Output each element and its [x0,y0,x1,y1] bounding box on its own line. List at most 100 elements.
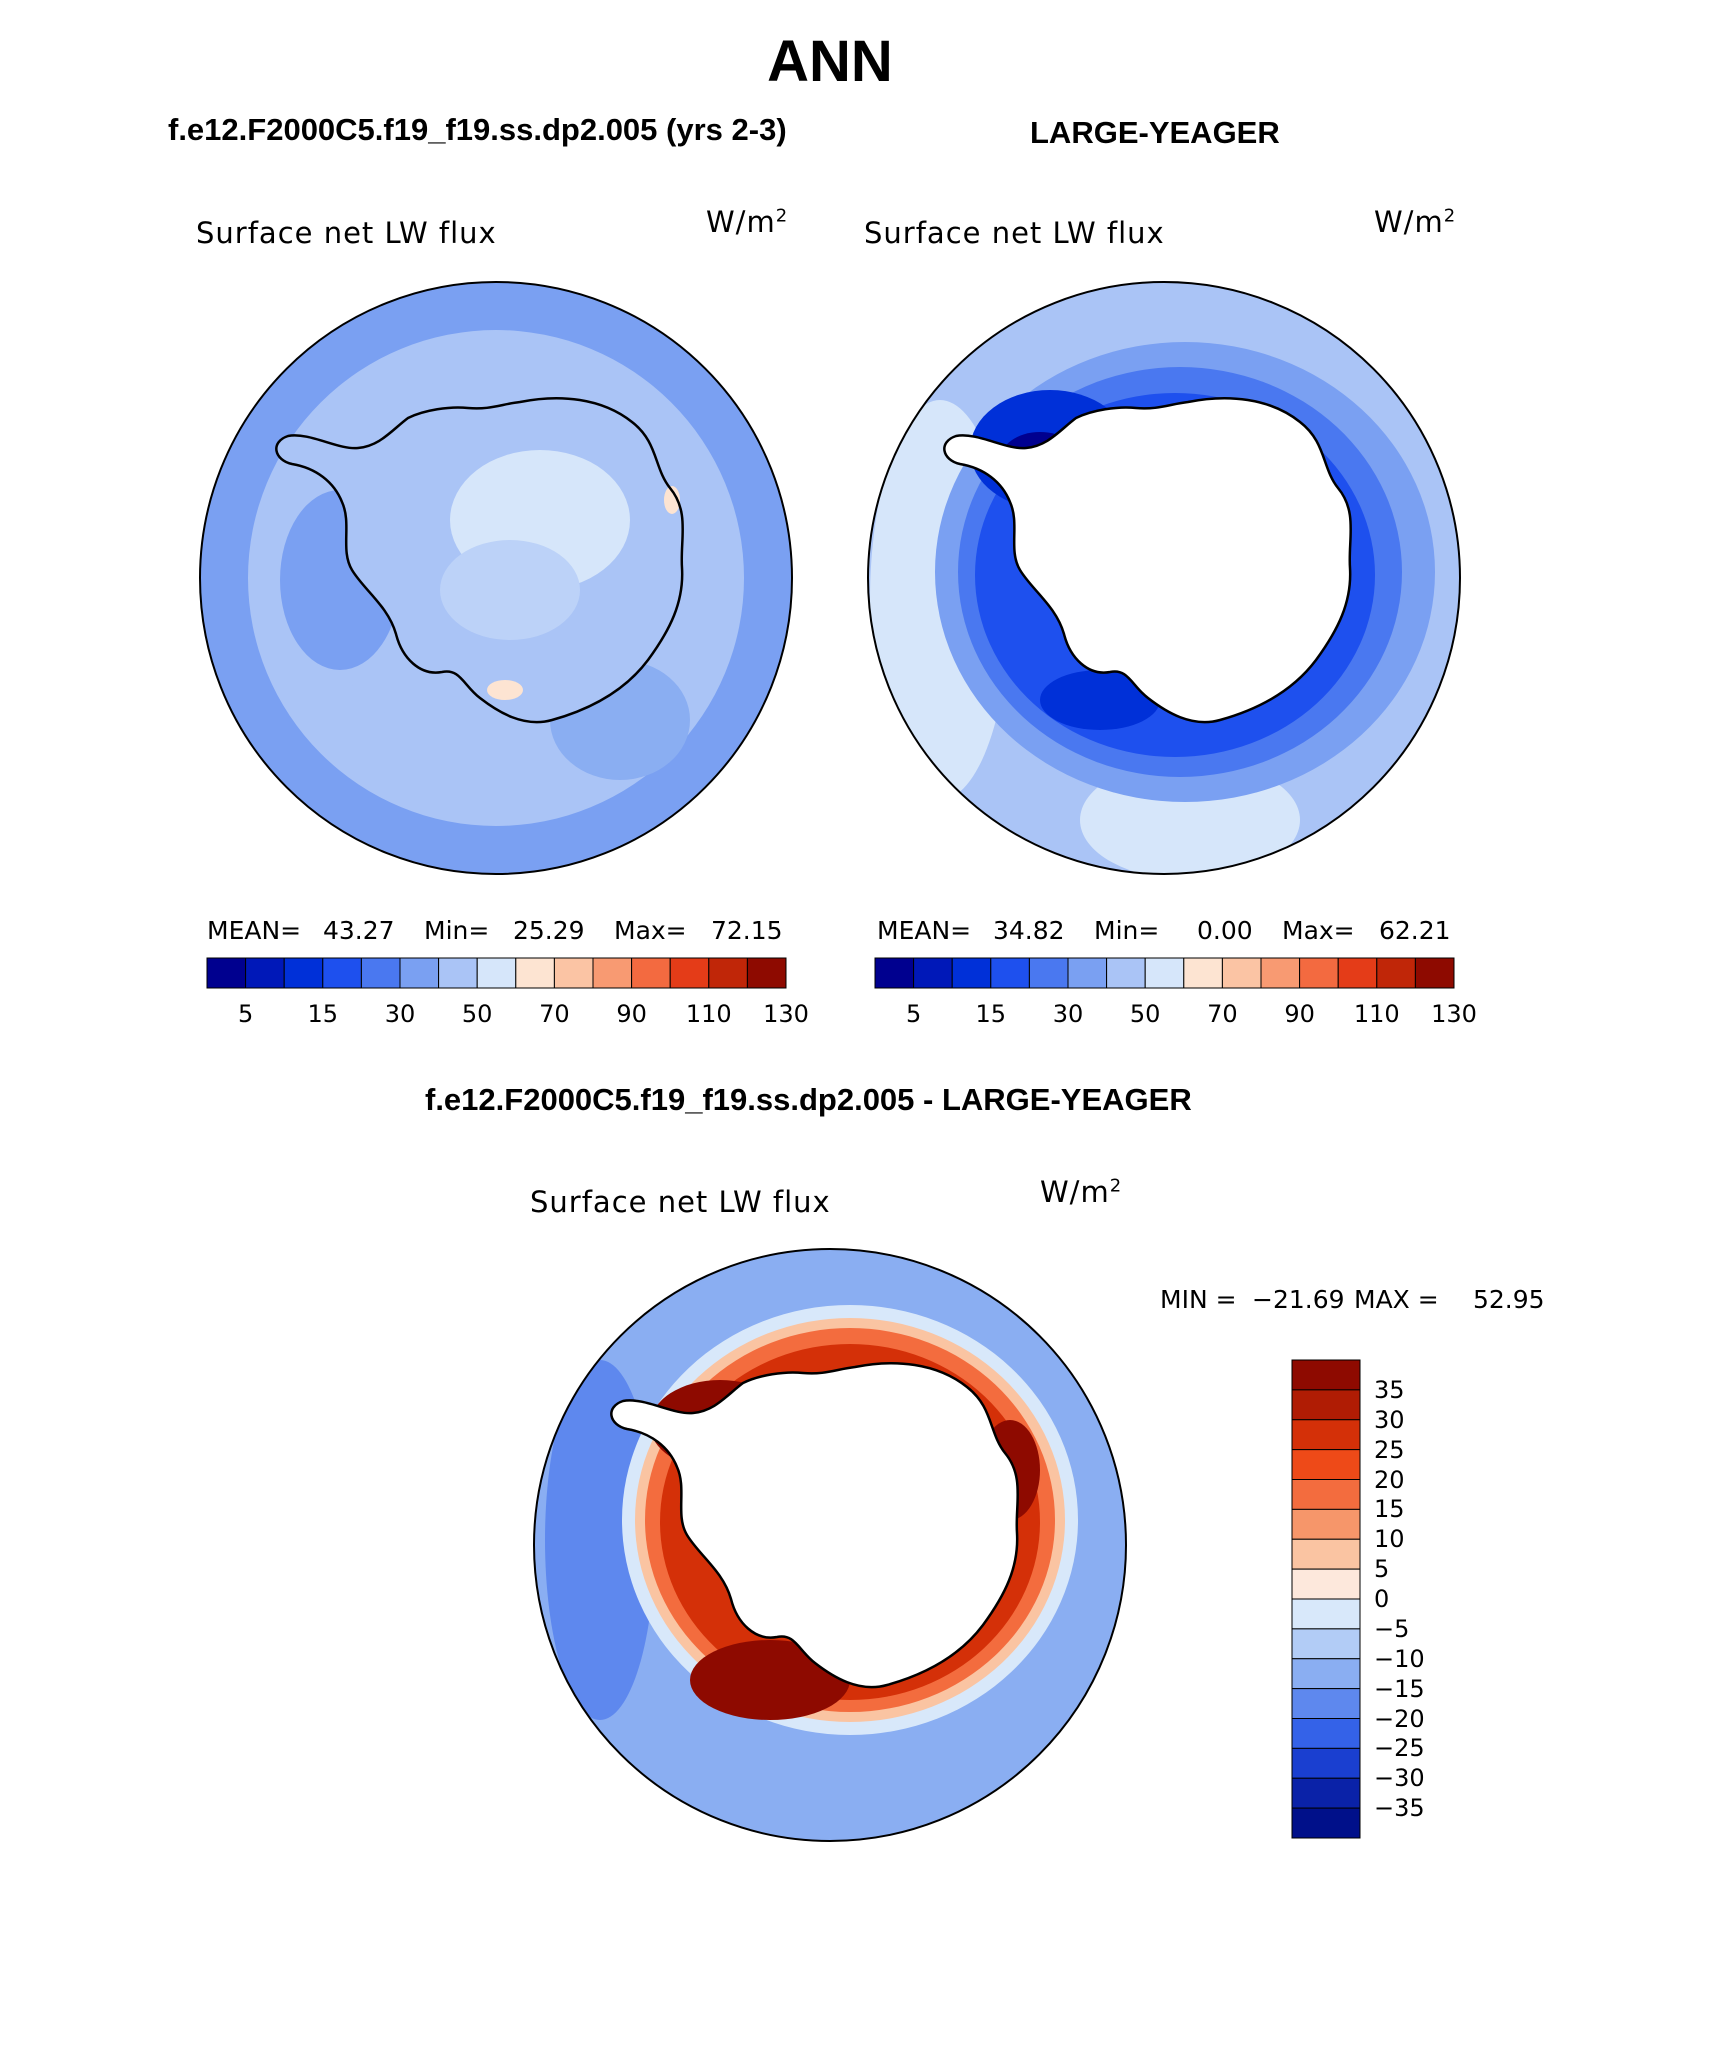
panel-1-title: f.e12.F2000C5.f19_f19.ss.dp2.005 (yrs 2-… [168,112,787,147]
diff-colorbar-tick: 20 [1374,1465,1405,1494]
diff-colorbar-tick: 25 [1374,1435,1405,1464]
panel-1-colorbar-tick: 30 [384,1000,416,1028]
diff-units: W/m2 [1040,1175,1123,1209]
panel-1-colorbar-box [438,957,478,989]
diff-colorbar-tick: 5 [1374,1555,1390,1584]
panel-2-colorbar-box [951,957,992,989]
panel-2-units: W/m2 [1374,205,1457,239]
panel-1-colorbar-box [283,957,324,989]
diff-colorbar-tick: −35 [1374,1794,1425,1823]
panel-2-colorbar-box [1414,957,1455,989]
panel-1-mean-label: MEAN= [207,916,302,945]
panel-2-colorbar-tick: 130 [1431,1000,1477,1028]
diff-colorbar-tick: 15 [1374,1495,1405,1524]
panel-1-mean-value: 43.27 [323,916,395,945]
diff-colorbar-tick: −10 [1374,1644,1425,1673]
panel-2-colorbar-tick: 70 [1207,1000,1238,1028]
panel-1-colorbar-tick: 15 [307,1000,339,1028]
panel-2-max-label: Max= [1282,916,1355,945]
panel-1-colorbar-box [245,957,285,989]
panel-1-colorbar-box [553,957,594,989]
diff-colorbar-box [1291,1658,1361,1690]
panel-1-colorbar-box [669,957,710,989]
panel-2-colorbar-tick: 15 [975,1000,1007,1028]
panel-1-colorbar-box [746,957,787,989]
diff-min-label: MIN = [1160,1285,1237,1314]
diff-colorbar-tick: 0 [1374,1585,1390,1613]
panel-2-map [867,281,1461,875]
panel-1-min-label: Min= [424,916,490,945]
panel-1-colorbar-box [399,957,440,989]
panel-2-colorbar-box [1299,957,1339,989]
panel-1-colorbar-tick: 70 [539,1000,570,1028]
diff-colorbar-box [1291,1538,1361,1570]
diff-colorbar-tick: −20 [1374,1704,1425,1733]
panel-1-map [199,281,793,875]
panel-1-colorbar-tick: 90 [616,1000,647,1028]
diff-colorbar-box [1291,1568,1361,1600]
diff-colorbar-box [1291,1807,1361,1839]
diff-colorbar-tick: −25 [1374,1734,1425,1763]
diff-colorbar-box [1291,1628,1361,1660]
diff-max-value: 52.95 [1473,1285,1545,1314]
panel-1-colorbar-box [360,957,401,989]
panel-1-min-value: 25.29 [513,916,585,945]
panel-2-colorbar-box [1337,957,1378,989]
diff-min-value: −21.69 [1252,1285,1345,1314]
panel-2-colorbar-tick: 30 [1052,1000,1084,1028]
diff-panel-title: f.e12.F2000C5.f19_f19.ss.dp2.005 - LARGE… [425,1082,1192,1117]
panel-2-min-label: Min= [1094,916,1160,945]
panel-1-colorbar-tick: 50 [461,1000,493,1028]
panel-1-max-label: Max= [614,916,687,945]
diff-colorbar-box [1291,1598,1361,1630]
diff-colorbar-tick: 30 [1374,1405,1405,1434]
panel-2-colorbar-box [1376,957,1416,989]
diff-colorbar-box [1291,1777,1361,1809]
panel-1-colorbar-tick: 130 [763,1000,809,1028]
panel-2-max-value: 62.21 [1379,916,1451,945]
diff-colorbar-box [1291,1747,1361,1779]
panel-2-colorbar-box [1028,957,1069,989]
panel-2-colorbar [874,957,1455,989]
panel-2-title: LARGE-YEAGER [1030,115,1280,150]
diff-colorbar-tick: −30 [1374,1764,1425,1793]
diff-colorbar-box [1291,1508,1361,1540]
panel-2-colorbar-box [990,957,1030,989]
panel-1-colorbar-box [631,957,671,989]
panel-2-colorbar-box [913,957,953,989]
diff-variable-label: Surface net LW flux [530,1185,831,1219]
panel-2-colorbar-box [1221,957,1262,989]
diff-colorbar-box [1291,1718,1361,1749]
diff-colorbar-box [1291,1389,1361,1421]
diff-colorbar-box [1291,1419,1361,1451]
panel-1-colorbar-box [322,957,362,989]
panel-1-max-value: 72.15 [711,916,783,945]
diff-colorbar-box [1291,1449,1361,1480]
panel-1-colorbar-box [708,957,748,989]
panel-2-colorbar-tick: 110 [1353,1000,1400,1028]
panel-2-colorbar-box [874,957,915,989]
panel-2-variable-label: Surface net LW flux [864,216,1165,250]
panel-1-colorbar-box [476,957,517,989]
diff-colorbar-tick: 35 [1374,1375,1405,1404]
panel-2-min-value: 0.00 [1197,916,1253,945]
panel-1-colorbar-tick: 5 [237,1000,254,1028]
diff-colorbar-box [1291,1479,1361,1510]
panel-2-mean-value: 34.82 [993,916,1065,945]
diff-colorbar-box [1291,1359,1361,1391]
diff-colorbar-box [1291,1688,1361,1719]
diff-map [533,1248,1127,1842]
diff-colorbar-tick: −5 [1374,1614,1410,1643]
panel-2-colorbar-box [1067,957,1108,989]
panel-2-mean-label: MEAN= [877,916,972,945]
panel-1-colorbar-tick: 110 [685,1000,732,1028]
panel-2-colorbar-box [1106,957,1146,989]
panel-2-colorbar-tick: 5 [905,1000,922,1028]
panel-2-colorbar-box [1144,957,1185,989]
diff-max-label: MAX = [1354,1285,1439,1314]
panel-2-colorbar-tick: 90 [1284,1000,1315,1028]
diff-colorbar-tick: −15 [1374,1674,1425,1703]
panel-1-colorbar-box [592,957,633,989]
diff-colorbar-tick: 10 [1374,1525,1405,1554]
